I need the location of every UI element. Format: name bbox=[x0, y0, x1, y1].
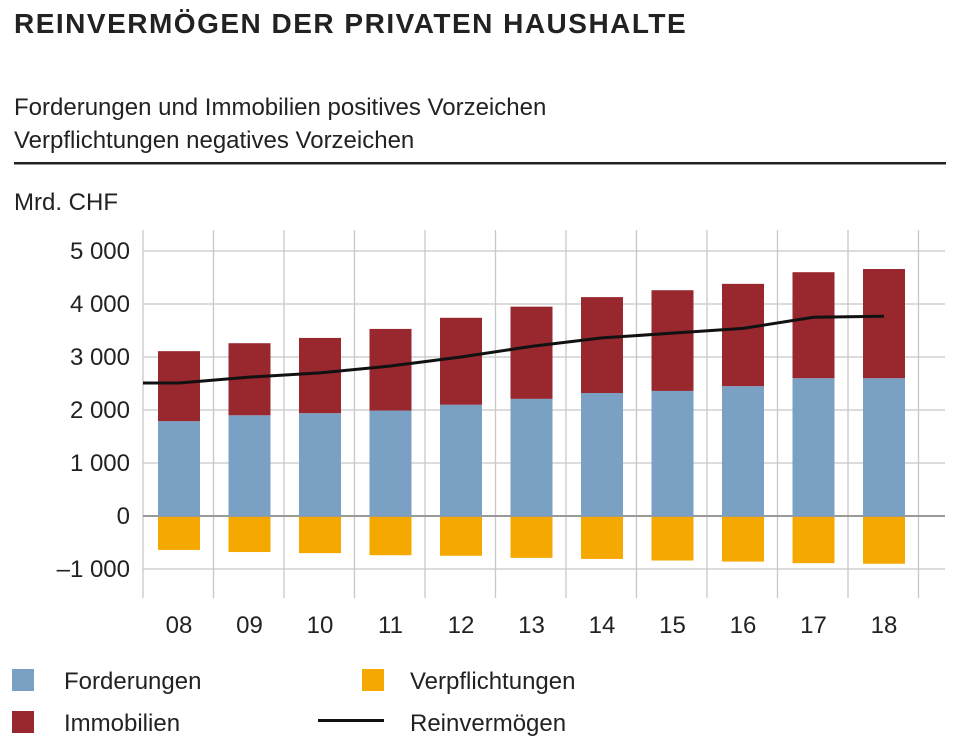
legend-swatch-forderungen bbox=[12, 669, 34, 691]
bars bbox=[158, 269, 905, 564]
x-tick-label: 15 bbox=[659, 612, 686, 639]
bar-verpflichtungen bbox=[369, 517, 412, 556]
bar-immobilien bbox=[722, 283, 764, 387]
x-tick-label: 13 bbox=[518, 612, 545, 639]
header-rule bbox=[14, 162, 946, 165]
subtitle-line-2: Verpflichtungen negatives Vorzeichen bbox=[14, 127, 414, 154]
bar-verpflichtungen bbox=[651, 517, 694, 561]
lines bbox=[143, 314, 885, 385]
bar-forderungen bbox=[158, 421, 200, 516]
bar-verpflichtungen bbox=[722, 517, 764, 562]
bar-immobilien bbox=[863, 269, 905, 379]
bar-verpflichtungen bbox=[792, 517, 835, 564]
bar-verpflichtungen bbox=[158, 517, 200, 550]
bar-immobilien bbox=[158, 351, 200, 422]
bar-forderungen bbox=[792, 378, 835, 516]
x-tick-label: 11 bbox=[378, 612, 403, 639]
legend-label-reinvermoegen: Reinvermögen bbox=[410, 710, 566, 737]
bar-verpflichtungen bbox=[440, 517, 482, 556]
x-tick-label: 08 bbox=[166, 612, 193, 639]
bar-immobilien bbox=[510, 306, 553, 399]
legend-swatch-reinvermoegen bbox=[318, 719, 384, 722]
chart-title: REINVERMÖGEN DER PRIVATEN HAUSHALTE bbox=[14, 8, 687, 39]
y-tick-labels: 5 000 4 000 3 000 2 000 1 000 0 –1 000 bbox=[57, 238, 130, 583]
x-tick-label: 12 bbox=[448, 612, 475, 639]
bar-verpflichtungen bbox=[581, 517, 623, 559]
y-tick-label: 2 000 bbox=[70, 397, 130, 424]
bar-forderungen bbox=[228, 415, 271, 516]
bar-immobilien bbox=[581, 297, 623, 394]
bar-forderungen bbox=[863, 378, 905, 516]
bar-verpflichtungen bbox=[299, 517, 341, 554]
legend-swatch-verpflichtungen bbox=[362, 669, 384, 691]
bar-immobilien bbox=[440, 317, 482, 405]
subtitle-line-1: Forderungen und Immobilien positives Vor… bbox=[14, 94, 546, 121]
bar-immobilien bbox=[651, 290, 694, 391]
x-tick-label: 18 bbox=[871, 612, 898, 639]
y-axis-label: Mrd. CHF bbox=[14, 189, 118, 216]
legend: Forderungen Immobilien Verpflichtungen R… bbox=[12, 668, 575, 737]
x-tick-label: 17 bbox=[800, 612, 827, 639]
bar-forderungen bbox=[722, 386, 764, 516]
bar-forderungen bbox=[651, 390, 694, 516]
bar-verpflichtungen bbox=[228, 517, 271, 553]
legend-label-verpflichtungen: Verpflichtungen bbox=[410, 668, 575, 695]
bar-verpflichtungen bbox=[863, 517, 905, 564]
bar-immobilien bbox=[299, 337, 341, 414]
bar-forderungen bbox=[299, 413, 341, 516]
y-tick-label: 5 000 bbox=[70, 238, 130, 265]
y-tick-label: 3 000 bbox=[70, 344, 130, 371]
x-tick-label: 16 bbox=[730, 612, 757, 639]
y-tick-label: 1 000 bbox=[70, 450, 130, 477]
x-tick-label: 10 bbox=[307, 612, 334, 639]
x-tick-label: 09 bbox=[236, 612, 263, 639]
y-tick-label: 4 000 bbox=[70, 291, 130, 318]
bar-forderungen bbox=[581, 393, 623, 516]
y-tick-label: –1 000 bbox=[57, 556, 130, 583]
legend-label-immobilien: Immobilien bbox=[64, 710, 180, 737]
bar-immobilien bbox=[369, 328, 412, 411]
legend-swatch-immobilien bbox=[12, 711, 34, 733]
x-tick-labels: 08 09 10 11 12 13 14 15 16 17 18 bbox=[166, 612, 898, 639]
bar-immobilien bbox=[792, 272, 835, 379]
bar-forderungen bbox=[510, 398, 553, 516]
legend-label-forderungen: Forderungen bbox=[64, 668, 201, 695]
bar-forderungen bbox=[369, 410, 412, 516]
x-tick-label: 14 bbox=[589, 612, 616, 639]
bar-forderungen bbox=[440, 404, 482, 516]
bar-verpflichtungen bbox=[510, 517, 553, 558]
y-tick-label: 0 bbox=[117, 503, 130, 530]
line-reinvermoegen bbox=[143, 314, 885, 385]
